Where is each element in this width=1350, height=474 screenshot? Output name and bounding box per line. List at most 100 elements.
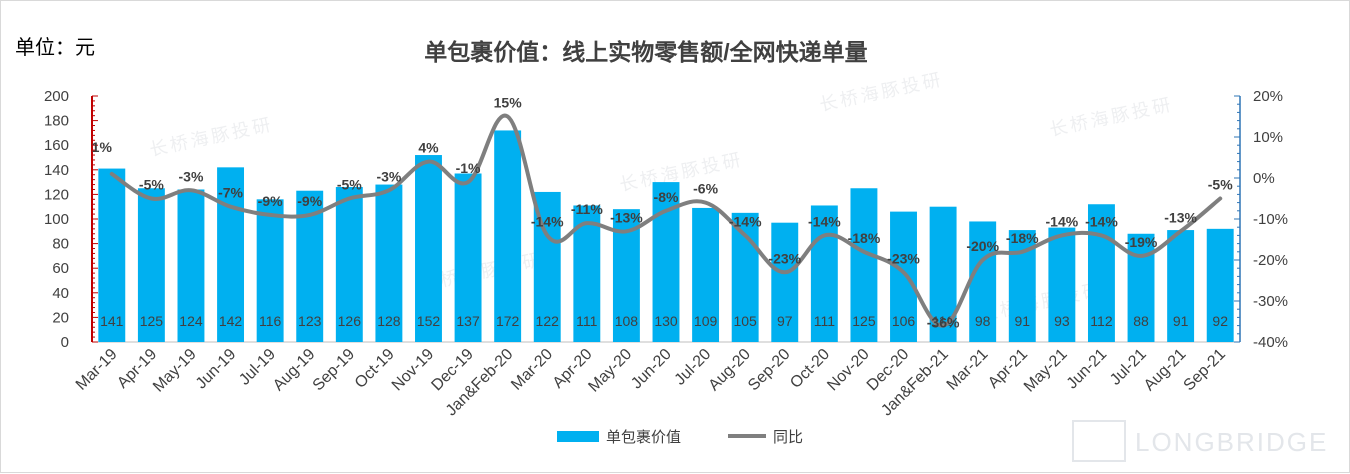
bar-Nov-19 <box>415 155 442 342</box>
bar-value-label: 124 <box>179 313 203 329</box>
legend-line-label: 同比 <box>773 429 803 446</box>
watermark-text: 长桥海豚投研 <box>978 279 1105 325</box>
x-tick-label: May-19 <box>150 346 200 396</box>
x-tick-label: Nov-20 <box>824 346 873 395</box>
x-tick-label: Mar-20 <box>508 346 556 394</box>
chart-title: 单包裹价值：线上实物零售额/全网快递单量 <box>424 39 868 65</box>
bar-value-label: 125 <box>140 313 164 329</box>
x-tick-label: Sep-21 <box>1181 346 1230 395</box>
right-tick-label: -20% <box>1253 252 1288 269</box>
yoy-value-label: -23% <box>768 250 801 266</box>
x-tick-label: Jun-19 <box>193 346 240 393</box>
yoy-value-label: -36% <box>927 315 960 331</box>
right-tick-label: -30% <box>1253 293 1288 310</box>
x-tick-label: Mar-21 <box>944 346 992 394</box>
x-tick-label: Sep-19 <box>310 346 359 395</box>
legend-bar-label: 单包裹价值 <box>606 429 681 446</box>
bar-Jun-19 <box>217 167 245 342</box>
left-tick-label: 60 <box>52 260 69 277</box>
bar-Nov-20 <box>850 188 878 342</box>
bar-Oct-19 <box>375 184 403 342</box>
bar-value-label: 91 <box>1173 313 1189 329</box>
right-tick-label: 10% <box>1253 129 1283 146</box>
bar-Jun-21 <box>1087 204 1115 342</box>
bar-Mar-19 <box>98 168 126 342</box>
right-tick-label: -10% <box>1253 211 1288 228</box>
yoy-value-label: -14% <box>729 213 762 229</box>
yoy-value-label: -13% <box>610 209 643 225</box>
bar-value-label: 137 <box>456 313 480 329</box>
left-tick-label: 20 <box>52 309 69 326</box>
bar-value-label: 152 <box>417 313 441 329</box>
bar-value-label: 125 <box>852 313 876 329</box>
yoy-value-label: -7% <box>218 185 243 201</box>
left-tick-label: 120 <box>44 186 69 203</box>
left-tick-label: 100 <box>44 211 69 228</box>
yoy-value-label: -8% <box>654 189 679 205</box>
bar-Mar-21 <box>969 221 997 342</box>
left-tick-label: 180 <box>44 113 69 130</box>
yoy-value-label: 15% <box>494 95 523 111</box>
bar-value-label: 126 <box>338 313 362 329</box>
right-tick-label: 20% <box>1253 88 1283 105</box>
bar-Dec-19 <box>454 173 482 342</box>
x-tick-label: Aug-19 <box>270 346 319 395</box>
bar-Sep-19 <box>335 187 363 342</box>
yoy-value-label: 4% <box>418 140 439 156</box>
x-tick-label: Jun-21 <box>1064 346 1111 393</box>
bar-value-label: 97 <box>777 313 793 329</box>
bar-value-label: 111 <box>576 313 597 329</box>
watermark-text: 长桥海豚投研 <box>618 149 745 195</box>
bar-Oct-20 <box>810 205 838 342</box>
yoy-series-line <box>109 113 1223 328</box>
bar-value-label: 116 <box>259 313 282 329</box>
yoy-value-label: -5% <box>139 177 164 193</box>
bar-value-label: 92 <box>1212 313 1228 329</box>
bar-value-label: 112 <box>1090 313 1113 329</box>
bar-value-label: 130 <box>654 313 678 329</box>
yoy-value-label: -11% <box>571 201 603 217</box>
left-tick-label: 0 <box>61 334 69 351</box>
left-tick-label: 140 <box>44 162 69 179</box>
yoy-value-label: -9% <box>297 193 322 209</box>
bar-value-label: 111 <box>814 313 835 329</box>
bar-value-label: 128 <box>377 313 401 329</box>
yoy-value-label: -1% <box>456 160 481 176</box>
bar-value-label: 91 <box>1014 313 1030 329</box>
longbridge-logo-icon <box>1072 420 1126 462</box>
left-tick-label: 200 <box>44 88 69 105</box>
watermark-text: 长桥海豚投研 <box>148 114 275 160</box>
yoy-value-label: -5% <box>1208 177 1233 193</box>
yoy-value-label: -18% <box>848 230 881 246</box>
yoy-value-label: -14% <box>808 213 841 229</box>
yoy-value-label: -3% <box>179 168 204 184</box>
bar-Jul-19 <box>256 199 284 342</box>
bar-value-label: 141 <box>100 313 124 329</box>
yoy-value-label: -19% <box>1125 234 1158 250</box>
watermark-text: 长桥海豚投研 <box>818 69 945 115</box>
bar-value-label: 123 <box>298 313 322 329</box>
bar-value-label: 109 <box>694 313 718 329</box>
bar-value-label: 98 <box>975 313 991 329</box>
bar-value-label: 88 <box>1133 313 1149 329</box>
yoy-value-label: -20% <box>966 238 999 254</box>
left-tick-label: 160 <box>44 137 69 154</box>
right-tick-label: 0% <box>1253 170 1275 187</box>
yoy-value-label: -9% <box>258 193 283 209</box>
unit-label: 单位：元 <box>15 37 95 59</box>
bar-value-label: 93 <box>1054 313 1070 329</box>
x-tick-label: Sep-20 <box>745 346 794 395</box>
bar-value-label: 105 <box>733 313 757 329</box>
x-tick-label: Nov-19 <box>389 346 438 395</box>
bar-value-label: 106 <box>892 313 916 329</box>
bar-value-label: 142 <box>219 313 243 329</box>
bar-Aug-21 <box>1167 230 1195 342</box>
bar-value-label: 122 <box>536 313 560 329</box>
bar-Apr-19 <box>137 188 165 342</box>
yoy-value-label: -14% <box>531 213 564 229</box>
right-tick-label: -40% <box>1253 334 1288 351</box>
bar-Sep-21 <box>1206 228 1234 342</box>
yoy-value-label: -14% <box>1046 213 1079 229</box>
yoy-value-label: -13% <box>1164 209 1197 225</box>
